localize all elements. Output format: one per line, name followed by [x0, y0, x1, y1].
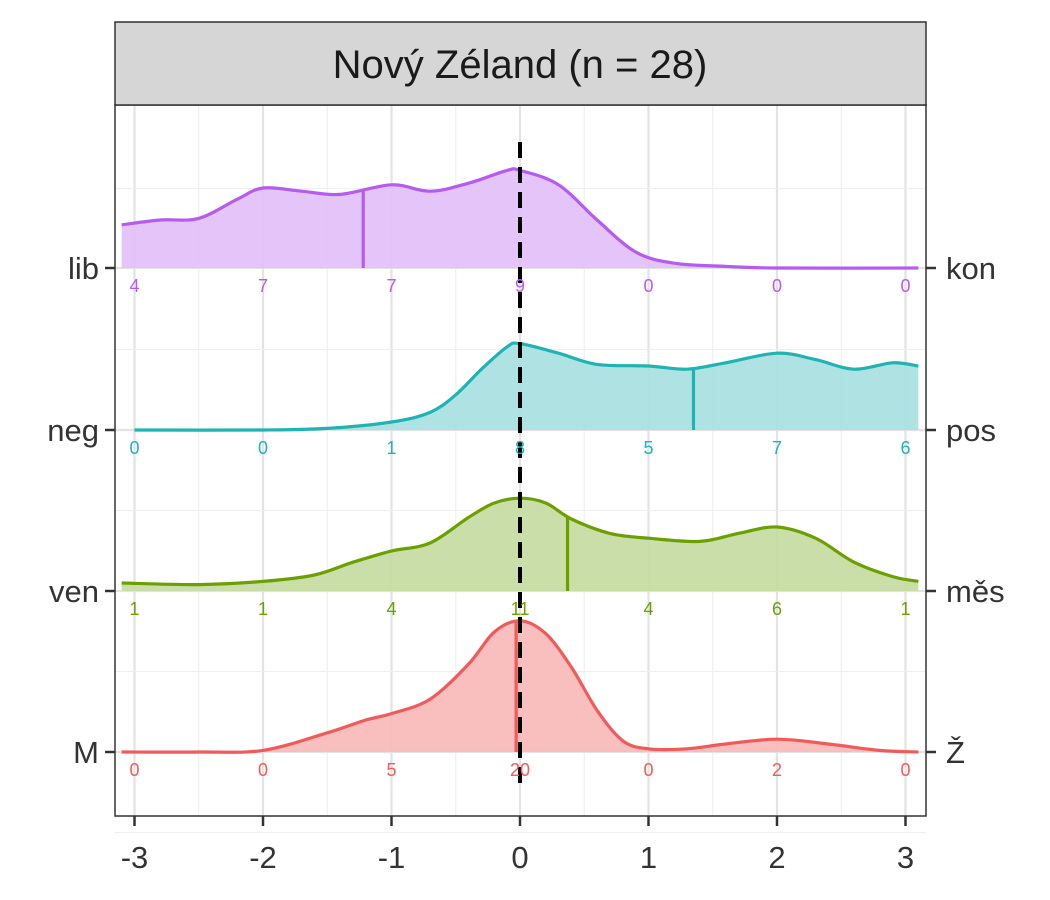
count-label: 0	[129, 760, 139, 780]
count-label: 0	[258, 438, 268, 458]
y-tick-label-left: lib	[68, 251, 99, 286]
x-tick-label: -2	[249, 840, 277, 875]
density-line	[121, 496, 919, 587]
x-tick-label: -1	[378, 840, 406, 875]
y-tick-label-right: Ž	[946, 735, 965, 770]
y-tick-label-right: měs	[946, 574, 1005, 609]
count-label: 4	[643, 599, 653, 619]
x-tick-label: 3	[897, 840, 914, 875]
count-label: 9	[515, 276, 525, 296]
density-area	[121, 620, 919, 753]
count-labels: 0 0 5 20 0 2 01 1 4 11 4 6 10 0 1 8 5 7 64 7 7 9 0 0 0	[129, 276, 910, 780]
count-label: 6	[900, 438, 910, 458]
count-label: 0	[643, 276, 653, 296]
y-tick-label-right: pos	[946, 413, 996, 448]
y-tick-label-right: kon	[946, 251, 996, 286]
count-label: 7	[772, 438, 782, 458]
chart-title: Nový Zéland (n = 28)	[333, 43, 708, 87]
x-tick-label: 2	[768, 840, 785, 875]
x-tick-label: 0	[511, 840, 528, 875]
count-label: 7	[386, 276, 396, 296]
count-label: 7	[258, 276, 268, 296]
count-label: 5	[386, 760, 396, 780]
count-label: 1	[386, 438, 396, 458]
count-label: 4	[386, 599, 396, 619]
count-label: 5	[643, 438, 653, 458]
count-label: 20	[510, 760, 530, 780]
count-label: 6	[772, 599, 782, 619]
count-label: 0	[258, 760, 268, 780]
count-label: 4	[129, 276, 139, 296]
count-label: 0	[129, 438, 139, 458]
density-line	[134, 341, 919, 432]
x-tick-label: -3	[121, 840, 149, 875]
count-label: 0	[772, 276, 782, 296]
count-label: 8	[515, 438, 525, 458]
x-tick-label: 1	[640, 840, 657, 875]
y-tick-label-left: ven	[49, 574, 99, 609]
count-label: 0	[900, 760, 910, 780]
density-line	[121, 167, 919, 270]
count-label: 0	[900, 276, 910, 296]
strip-background	[114, 21, 927, 106]
count-label: 1	[129, 599, 139, 619]
count-label: 1	[900, 599, 910, 619]
count-label: 0	[643, 760, 653, 780]
y-tick-label-left: neg	[47, 413, 99, 448]
count-label: 1	[258, 599, 268, 619]
y-tick-label-left: M	[73, 735, 99, 770]
density-line	[121, 619, 919, 754]
count-label: 11	[511, 599, 530, 619]
count-label: 2	[772, 760, 782, 780]
